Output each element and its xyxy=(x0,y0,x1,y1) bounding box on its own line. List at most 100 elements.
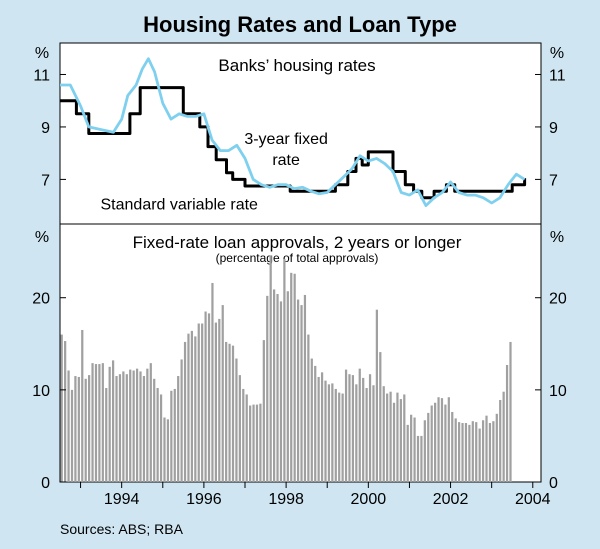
bar-23 xyxy=(139,371,142,482)
bar-15 xyxy=(111,360,115,482)
bar-43 xyxy=(207,313,211,482)
bar-65 xyxy=(283,259,286,482)
bar-84 xyxy=(348,374,351,482)
bar-54 xyxy=(245,394,248,482)
bar-1 xyxy=(64,341,67,482)
bar-71 xyxy=(303,294,307,482)
bar-36 xyxy=(183,341,187,482)
bar-9 xyxy=(91,363,94,482)
xtick-label-1994: 1994 xyxy=(104,491,140,508)
bar-79 xyxy=(331,383,334,482)
bar-48 xyxy=(225,341,228,482)
bar-51 xyxy=(235,358,238,482)
bar-57 xyxy=(255,404,259,482)
bar-29 xyxy=(159,394,163,482)
bar-40 xyxy=(197,323,200,482)
bar-37 xyxy=(187,333,190,482)
top-ytick-label-right-9: 9 xyxy=(549,120,558,137)
bar-93 xyxy=(379,352,382,482)
bar-26 xyxy=(149,363,152,482)
bottom-ytick-label-left-20: 20 xyxy=(32,291,50,308)
bar-14 xyxy=(108,366,111,482)
bar-4 xyxy=(74,376,77,482)
top-ytick-label-left-9: 9 xyxy=(41,120,50,137)
bar-11 xyxy=(98,364,101,482)
bar-22 xyxy=(135,368,139,482)
bar-series xyxy=(60,255,512,482)
bar-68 xyxy=(293,273,296,482)
xtick-label-1998: 1998 xyxy=(268,491,304,508)
bar-63 xyxy=(276,294,279,482)
bar-83 xyxy=(344,369,348,482)
bar-130 xyxy=(505,364,509,482)
bar-73 xyxy=(310,358,313,482)
bar-42 xyxy=(204,311,207,482)
bar-82 xyxy=(341,393,344,482)
xtick-label-2000: 2000 xyxy=(351,491,387,508)
bottom-panel-subtitle: (percentage of total approvals) xyxy=(216,251,379,265)
chart-title: Housing Rates and Loan Type xyxy=(143,12,457,37)
bar-81 xyxy=(338,392,341,482)
bar-25 xyxy=(146,368,149,482)
bar-110 xyxy=(437,397,440,482)
bottom-ytick-label-right-0: 0 xyxy=(549,475,558,492)
bar-94 xyxy=(382,386,385,482)
bar-44 xyxy=(211,282,214,482)
annotation-0: 3-year fixed xyxy=(244,131,328,148)
bar-45 xyxy=(214,322,217,482)
top-unit-left: % xyxy=(35,45,49,62)
bar-90 xyxy=(368,374,372,482)
bar-31 xyxy=(166,419,170,482)
bar-64 xyxy=(279,301,283,482)
bar-129 xyxy=(502,391,505,482)
annotation-1: rate xyxy=(272,152,300,169)
top-ytick-label-left-7: 7 xyxy=(41,172,50,189)
bar-103 xyxy=(413,417,416,482)
bar-30 xyxy=(163,417,166,482)
bar-17 xyxy=(118,374,122,482)
bar-21 xyxy=(132,370,135,482)
bar-56 xyxy=(252,404,255,482)
xtick-label-2002: 2002 xyxy=(433,491,469,508)
bar-120 xyxy=(471,421,474,482)
bar-117 xyxy=(461,423,464,482)
bottom-panel-title: Fixed-rate loan approvals, 2 years or lo… xyxy=(133,233,462,252)
source-note: Sources: ABS; RBA xyxy=(60,521,184,537)
bar-33 xyxy=(173,388,176,482)
bar-7 xyxy=(84,378,87,482)
bar-97 xyxy=(392,402,396,482)
bar-19 xyxy=(125,374,128,482)
bar-18 xyxy=(122,371,125,482)
bar-95 xyxy=(386,393,389,482)
bar-20 xyxy=(129,369,132,482)
bar-16 xyxy=(115,376,118,482)
bar-53 xyxy=(242,388,245,482)
bar-114 xyxy=(451,411,454,482)
bar-52 xyxy=(238,375,241,482)
bar-38 xyxy=(190,330,194,482)
bar-111 xyxy=(440,398,444,482)
bar-121 xyxy=(475,422,478,482)
bar-28 xyxy=(156,388,159,482)
bar-76 xyxy=(320,372,324,482)
axis-ticks xyxy=(60,73,541,488)
bar-32 xyxy=(170,390,173,482)
xtick-label-1996: 1996 xyxy=(186,491,222,508)
bar-112 xyxy=(444,404,447,482)
bar-106 xyxy=(423,420,426,482)
bar-58 xyxy=(259,403,262,482)
bar-108 xyxy=(430,405,433,482)
bar-47 xyxy=(221,305,224,482)
bottom-ytick-label-right-20: 20 xyxy=(549,291,567,308)
bar-10 xyxy=(94,364,98,482)
bar-27 xyxy=(153,378,156,482)
bar-126 xyxy=(492,421,495,482)
bar-125 xyxy=(488,423,492,482)
bar-8 xyxy=(88,375,91,482)
bar-87 xyxy=(358,368,361,482)
bar-86 xyxy=(355,384,358,482)
bar-115 xyxy=(454,418,457,482)
bar-107 xyxy=(427,412,430,482)
bar-92 xyxy=(375,309,378,482)
bar-99 xyxy=(399,399,402,482)
